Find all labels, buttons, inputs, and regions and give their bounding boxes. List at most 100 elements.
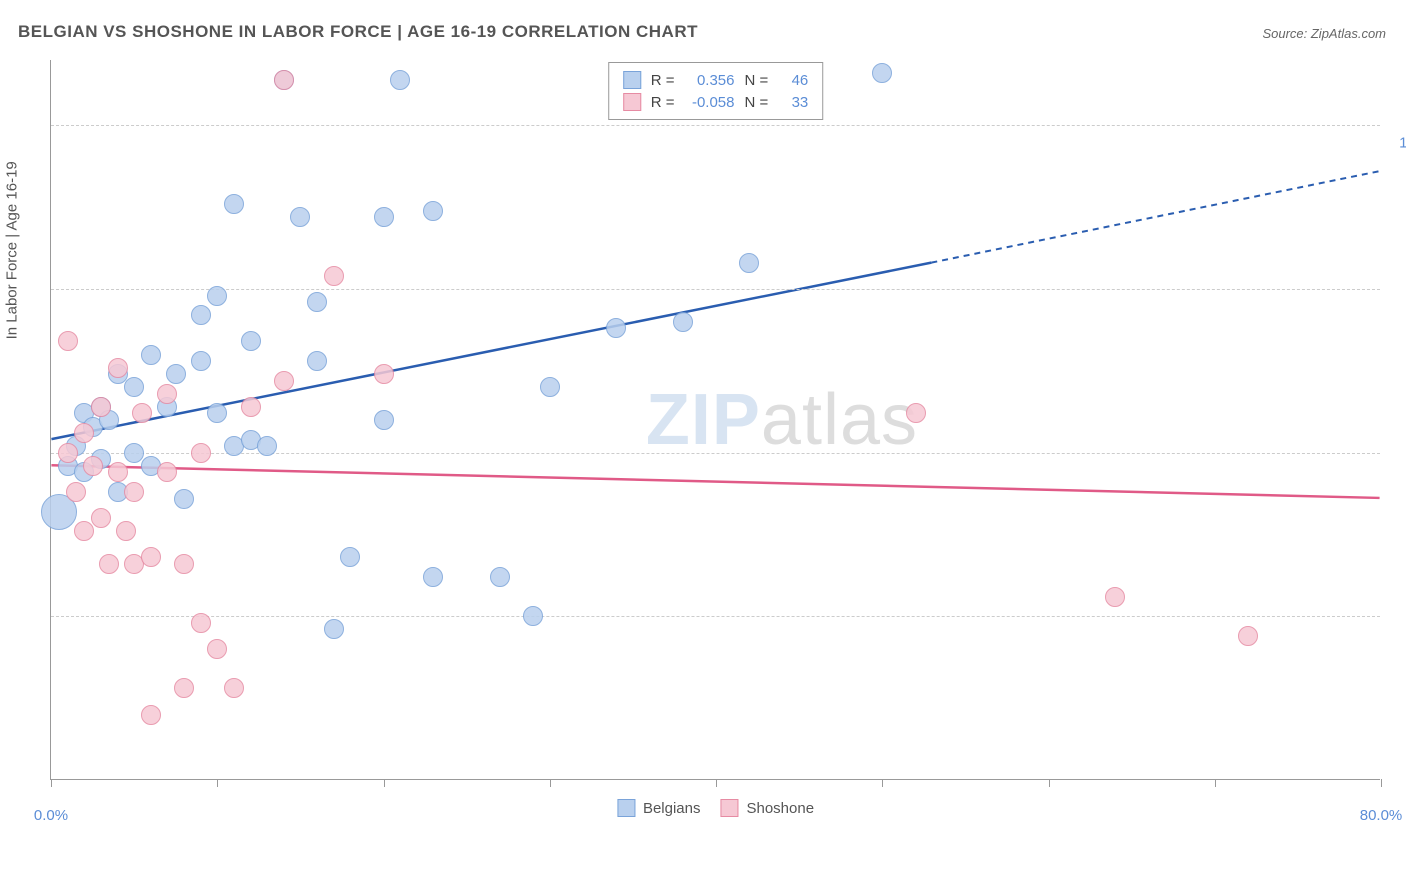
scatter-point [224,194,244,214]
scatter-point [257,436,277,456]
grid-line [51,453,1380,454]
scatter-point [74,521,94,541]
scatter-point [74,423,94,443]
grid-line [51,616,1380,617]
x-tick-label: 0.0% [34,807,68,824]
scatter-point [374,207,394,227]
y-tick-label: 75.0% [1390,299,1406,316]
scatter-point [124,377,144,397]
swatch-shoshone [720,799,738,817]
legend-label-shoshone: Shoshone [746,800,814,817]
scatter-point [174,489,194,509]
watermark-atlas: atlas [761,380,918,460]
scatter-point [207,403,227,423]
scatter-point [191,351,211,371]
n-label: N = [745,72,769,89]
scatter-point [191,613,211,633]
scatter-point [191,305,211,325]
scatter-point [124,443,144,463]
scatter-point [307,292,327,312]
scatter-point [141,705,161,725]
scatter-point [374,364,394,384]
scatter-point [166,364,186,384]
scatter-point [116,521,136,541]
scatter-point [340,547,360,567]
scatter-point [99,554,119,574]
chart-container: BELGIAN VS SHOSHONE IN LABOR FORCE | AGE… [0,0,1406,892]
x-tick-label: 80.0% [1360,807,1403,824]
correlation-row-shoshone: R = -0.058 N = 33 [623,91,809,113]
scatter-point [540,377,560,397]
source-attribution: Source: ZipAtlas.com [1262,26,1386,41]
r-value-belgians: 0.356 [685,72,735,89]
r-label: R = [651,94,675,111]
scatter-point [241,331,261,351]
correlation-row-belgians: R = 0.356 N = 46 [623,69,809,91]
grid-line [51,125,1380,126]
swatch-belgians [617,799,635,817]
scatter-point [207,639,227,659]
scatter-point [83,456,103,476]
scatter-point [224,678,244,698]
scatter-point [423,201,443,221]
scatter-point [241,397,261,417]
scatter-point [490,567,510,587]
n-label: N = [745,94,769,111]
x-tick [1215,779,1216,787]
plot-area: ZIPatlas R = 0.356 N = 46 R = -0.058 N =… [50,60,1380,780]
scatter-point [290,207,310,227]
y-tick-label: 50.0% [1390,462,1406,479]
scatter-point [108,358,128,378]
scatter-point [174,678,194,698]
scatter-point [108,462,128,482]
trend-lines-svg [51,60,1380,779]
r-value-shoshone: -0.058 [685,94,735,111]
x-tick [384,779,385,787]
scatter-point [872,63,892,83]
scatter-point [906,403,926,423]
scatter-point [673,312,693,332]
x-tick [716,779,717,787]
scatter-point [1105,587,1125,607]
y-axis-label: In Labor Force | Age 16-19 [4,161,21,339]
scatter-point [141,345,161,365]
scatter-point [174,554,194,574]
legend-item-belgians: Belgians [617,799,701,817]
scatter-point [1238,626,1258,646]
chart-title: BELGIAN VS SHOSHONE IN LABOR FORCE | AGE… [18,22,698,42]
scatter-point [739,253,759,273]
scatter-point [157,384,177,404]
scatter-point [91,508,111,528]
scatter-point [157,462,177,482]
n-value-belgians: 46 [778,72,808,89]
scatter-point [423,567,443,587]
swatch-belgians [623,71,641,89]
correlation-legend: R = 0.356 N = 46 R = -0.058 N = 33 [608,62,824,120]
scatter-point [390,70,410,90]
series-legend: Belgians Shoshone [617,799,814,817]
scatter-point [132,403,152,423]
x-tick [1381,779,1382,787]
x-tick [51,779,52,787]
scatter-point [274,371,294,391]
scatter-point [66,482,86,502]
scatter-point [58,331,78,351]
n-value-shoshone: 33 [778,94,808,111]
x-tick [1049,779,1050,787]
r-label: R = [651,72,675,89]
scatter-point [606,318,626,338]
legend-item-shoshone: Shoshone [720,799,814,817]
scatter-point [324,266,344,286]
scatter-point [91,397,111,417]
scatter-point [58,443,78,463]
swatch-shoshone [623,93,641,111]
legend-label-belgians: Belgians [643,800,701,817]
scatter-point [374,410,394,430]
scatter-point [141,547,161,567]
grid-line [51,289,1380,290]
scatter-point [191,443,211,463]
scatter-point [307,351,327,371]
y-tick-label: 100.0% [1390,135,1406,152]
watermark-zip: ZIP [646,380,761,460]
scatter-point [324,619,344,639]
